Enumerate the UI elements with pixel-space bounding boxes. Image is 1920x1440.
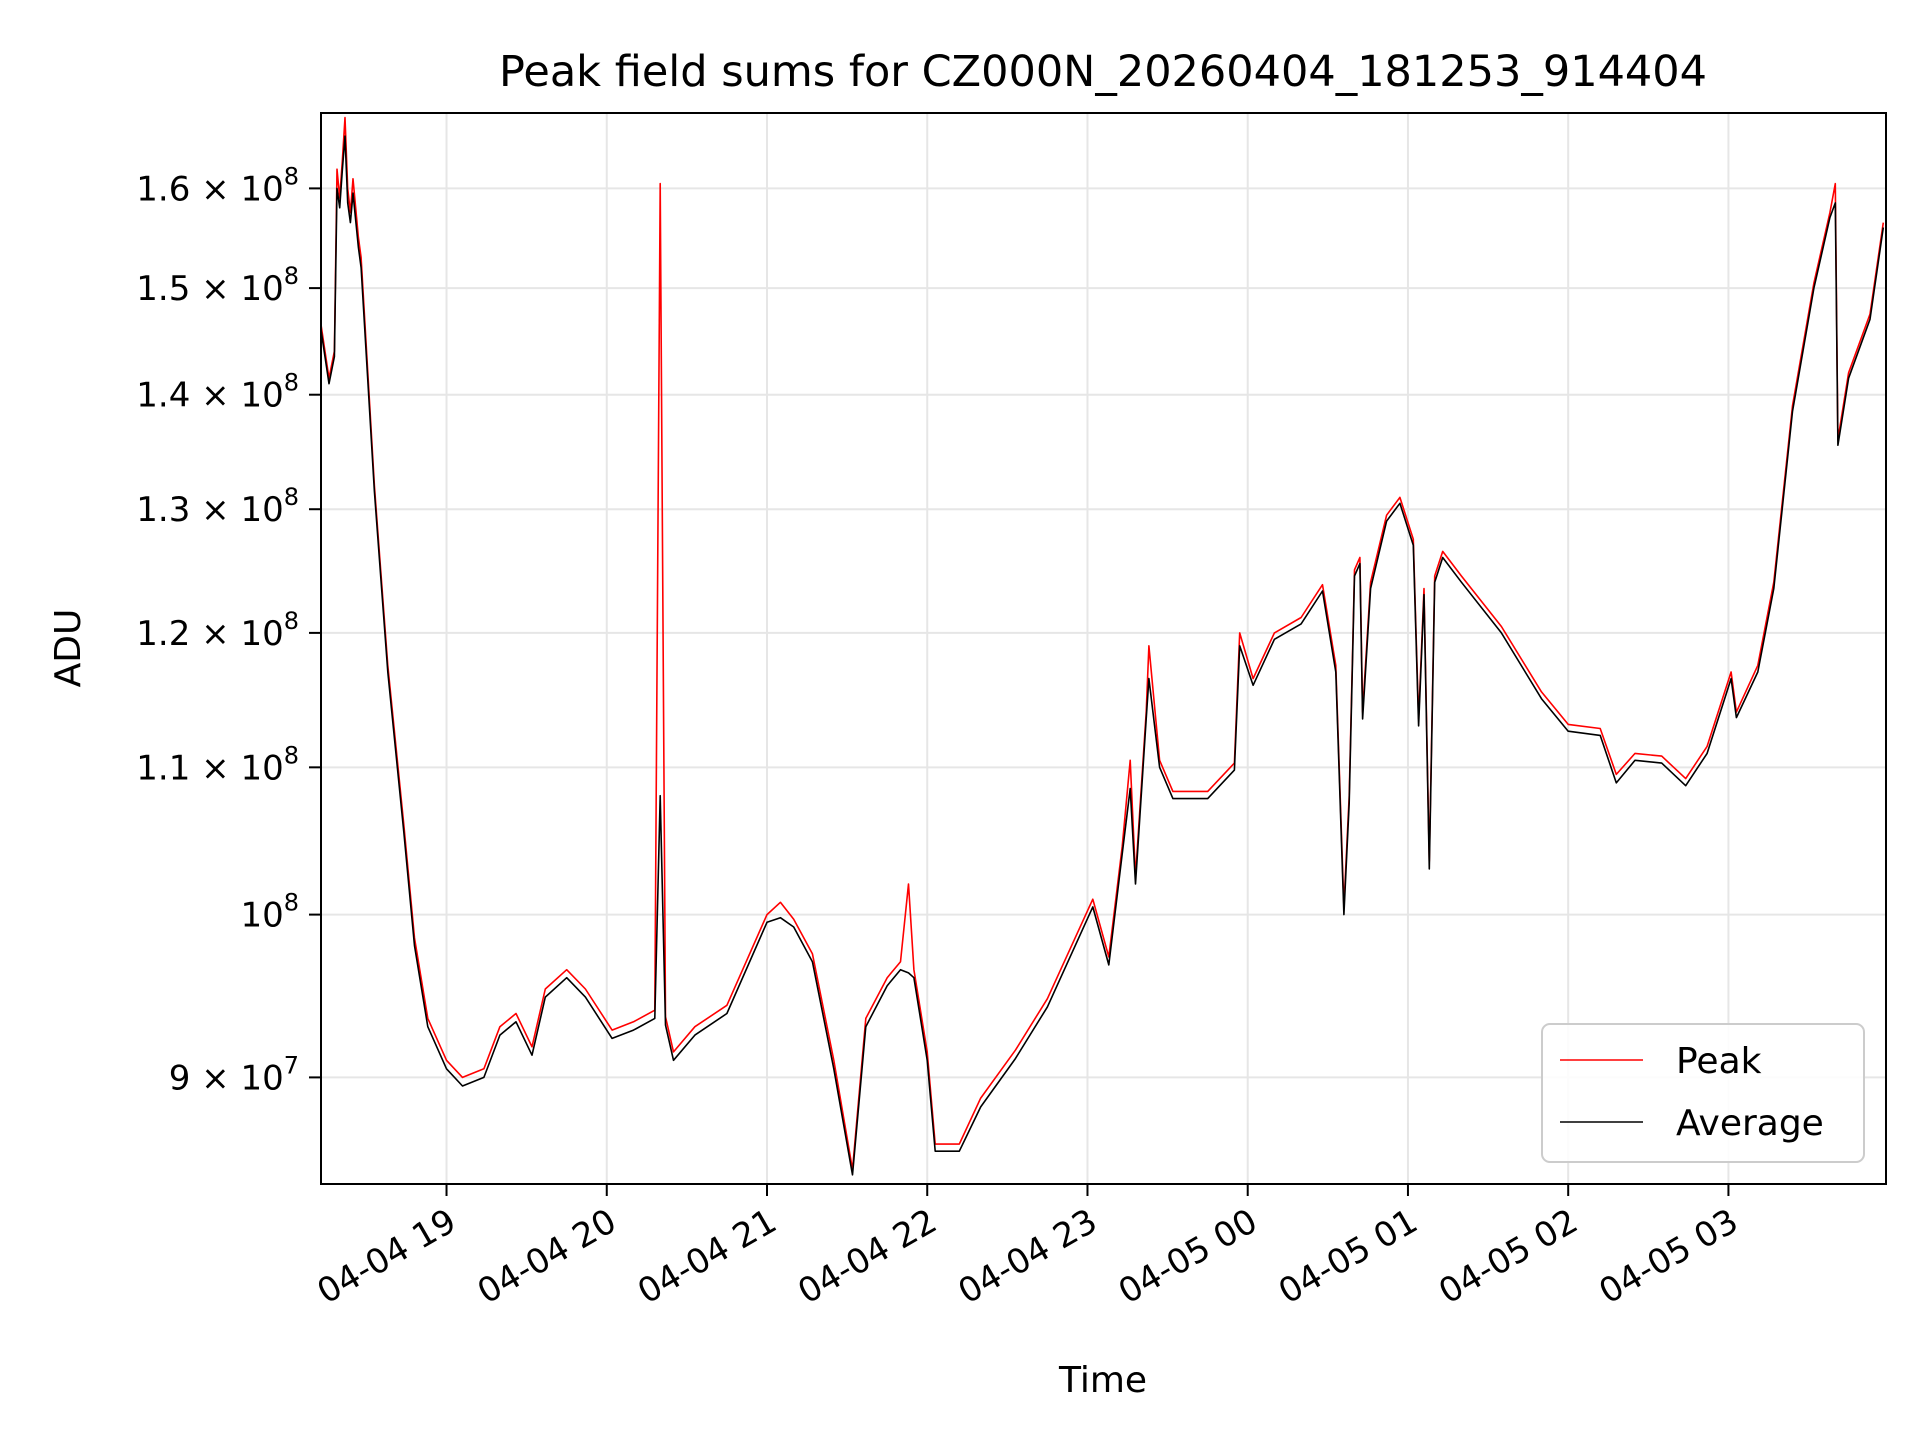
- y-tick-label: 1.2 × 108: [136, 607, 299, 654]
- y-tick-label: 1.6 × 108: [136, 162, 299, 209]
- series-lines: [321, 116, 1885, 1176]
- legend-box: [1541, 1023, 1865, 1163]
- x-axis-title: Time: [1058, 1360, 1147, 1401]
- series-line-peak: [321, 116, 1885, 1171]
- series-line-average: [321, 135, 1885, 1176]
- legend: Peak Average: [1541, 1023, 1865, 1163]
- legend-label-average: Average: [1676, 1103, 1824, 1144]
- legend-label-peak: Peak: [1676, 1041, 1762, 1082]
- y-tick-label: 1.4 × 108: [136, 369, 299, 416]
- y-tick-label: 9 × 107: [169, 1051, 299, 1098]
- y-axis-ticks: 9 × 107 108 1.1 × 108 1.2 × 108 1.3 × 108 1.4…: [136, 162, 321, 1098]
- chart-title: Peak field sums for CZ000N_20260404_1812…: [499, 47, 1707, 97]
- y-tick-label: 1.5 × 108: [136, 262, 299, 309]
- y-tick-label: 108: [240, 889, 299, 936]
- y-tick-label: 1.3 × 108: [136, 483, 299, 530]
- grid: [321, 113, 1886, 1184]
- plot-frame: [320, 112, 1887, 1185]
- y-axis-title: ADU: [48, 609, 89, 688]
- y-tick-label: 1.1 × 108: [136, 741, 299, 788]
